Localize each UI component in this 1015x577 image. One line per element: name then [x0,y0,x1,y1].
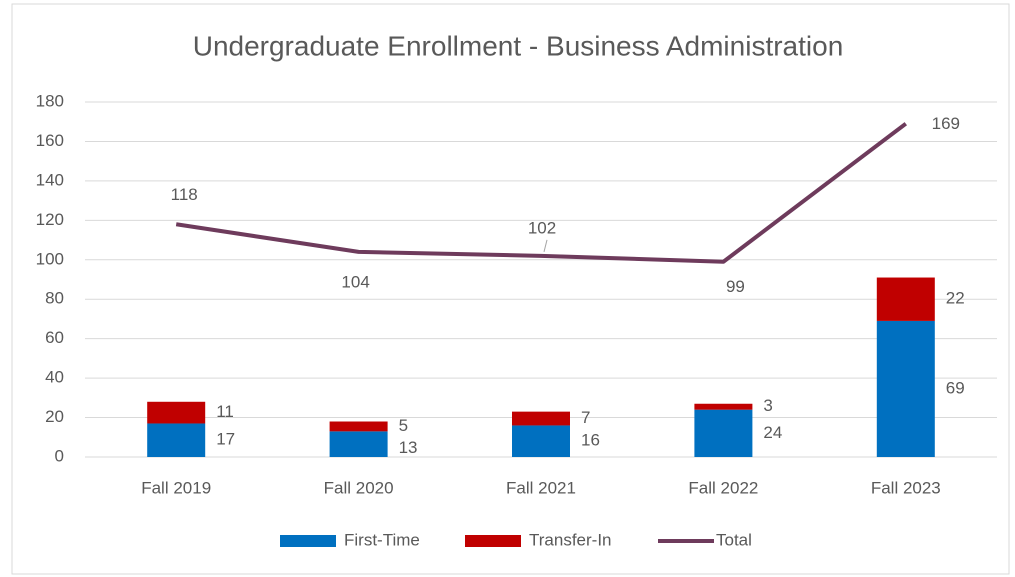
y-tick-label: 40 [45,368,64,387]
data-label: 99 [726,277,745,296]
leader-line [543,239,548,252]
bar [512,425,570,457]
chart-frame [11,3,1010,575]
data-label: 7 [581,408,590,427]
x-tick-label: Fall 2022 [688,478,758,497]
bar [147,401,206,424]
legend-label: Total [716,530,752,549]
data-label: 169 [932,114,960,133]
y-tick-label: 60 [45,328,64,347]
y-tick-label: 120 [36,210,64,229]
bar [876,277,935,321]
bar [876,320,935,457]
y-tick-label: 140 [36,170,64,189]
bar [694,403,753,410]
legend-label: First-Time [344,530,420,549]
data-label: 24 [763,423,782,442]
data-label: 13 [399,438,418,457]
data-label: 22 [946,289,965,308]
y-tick-label: 180 [36,91,64,110]
legend-swatch [465,535,521,547]
data-label: 3 [763,396,772,415]
data-label: 104 [341,272,369,291]
y-tick-label: 80 [45,289,64,308]
legend-label: Transfer-In [529,530,612,549]
y-tick-label: 100 [36,249,64,268]
data-label: 5 [399,416,408,435]
y-tick-label: 0 [55,446,64,465]
x-tick-label: Fall 2021 [506,478,576,497]
x-tick-label: Fall 2019 [141,478,211,497]
data-label: 17 [216,430,235,449]
y-tick-label: 160 [36,131,64,150]
data-label: 102 [528,218,556,237]
x-tick-label: Fall 2020 [324,478,394,497]
data-label: 118 [171,185,198,204]
bar [512,411,570,426]
bar [694,409,753,457]
legend-swatch [280,535,336,547]
x-tick-label: Fall 2023 [871,478,941,497]
data-label: 16 [581,431,600,450]
y-tick-label: 20 [45,407,64,426]
bar [329,431,388,457]
data-label: 11 [216,402,234,421]
chart-title: Undergraduate Enrollment - Business Admi… [193,30,844,61]
line [175,122,908,264]
bar [329,421,388,432]
bar [147,423,206,457]
data-label: 69 [946,378,965,397]
